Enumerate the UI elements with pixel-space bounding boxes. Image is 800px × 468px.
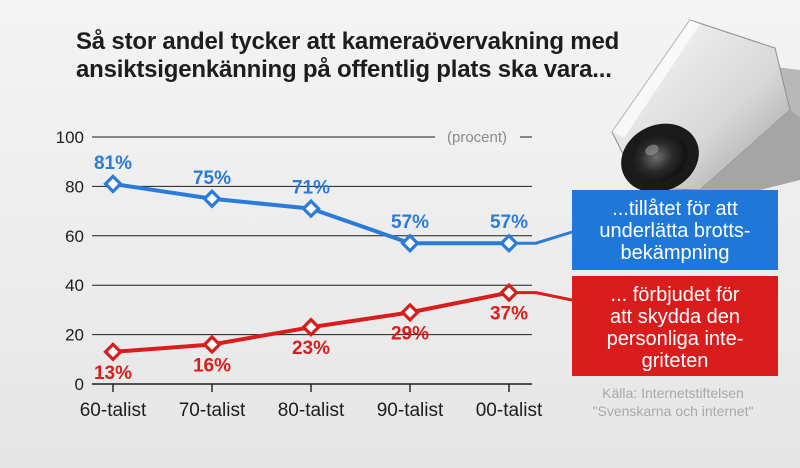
chart-title-line-2: ansiktsigenkänning på offentlig plats sk… [76,56,612,83]
data-point-forbidden-3 [400,302,420,323]
legend-allowed-line-3: bekämpning [620,242,730,264]
data-point-allowed-4 [499,233,519,253]
legend-forbidden-line-3: personliga inte- [606,328,744,350]
legend-forbidden-line-2: att skydda den [609,306,741,328]
connector-allowed [517,230,573,245]
data-point-allowed-2 [301,198,321,219]
data-label-forbidden-2: 23% [292,338,330,359]
data-label-allowed-0: 81% [94,153,132,174]
data-point-allowed-0 [103,174,123,194]
data-label-allowed-2: 71% [292,178,330,199]
chart-title: Så stor andel tycker att kameraövervakni… [76,28,636,84]
y-tick-label-80: 80 [65,177,84,196]
x-tick-label-90-talist: 90-talist [377,400,444,421]
y-tick-label-0: 0 [75,375,84,394]
data-label-allowed-1: 75% [193,168,231,189]
source-line-1: Källa: Internetstiftelsen [602,385,744,401]
data-point-forbidden-0 [103,342,123,362]
x-tick-label-00-talist: 00-talist [476,400,543,421]
x-tick-label-70-talist: 70-talist [179,400,246,421]
data-label-allowed-4: 57% [490,212,528,233]
security-camera-icon [611,19,800,200]
connector-forbidden [517,291,573,302]
source-line-2: "Svenskarna och internet" [592,403,754,419]
y-tick-label-40: 40 [65,276,84,295]
data-point-allowed-3 [400,233,420,253]
x-tick-label-60-talist: 60-talist [80,400,147,421]
y-tick-label-20: 20 [65,326,84,345]
data-point-forbidden-4 [499,282,519,303]
data-label-forbidden-0: 13% [94,363,132,384]
chart-title-line-1: Så stor andel tycker att kameraövervakni… [76,28,620,55]
data-label-forbidden-1: 16% [193,355,231,376]
data-point-allowed-1 [202,188,222,209]
x-tick-label-80-talist: 80-talist [278,400,345,421]
data-label-forbidden-4: 37% [490,304,528,325]
legend-forbidden: ... förbjudet för att skydda den personl… [572,276,778,376]
legend-allowed-line-2: underlätta brotts- [599,220,751,242]
data-point-forbidden-1 [202,334,222,355]
source-note: Källa: Internetstiftelsen "Svenskarna oc… [567,384,779,420]
legend-allowed: ...tillåtet för att underlätta brotts- b… [572,190,778,270]
data-label-allowed-3: 57% [391,212,429,233]
data-point-forbidden-2 [301,317,321,337]
legend-forbidden-line-1: ... förbjudet för [610,284,740,306]
data-label-forbidden-3: 29% [391,323,429,344]
unit-label: (procent) [447,129,507,146]
y-tick-label-60: 60 [65,227,84,246]
legend-forbidden-line-4: griteten [641,350,709,372]
legend-allowed-line-1: ...tillåtet för att [612,198,738,220]
y-tick-label-100: 100 [56,128,84,147]
